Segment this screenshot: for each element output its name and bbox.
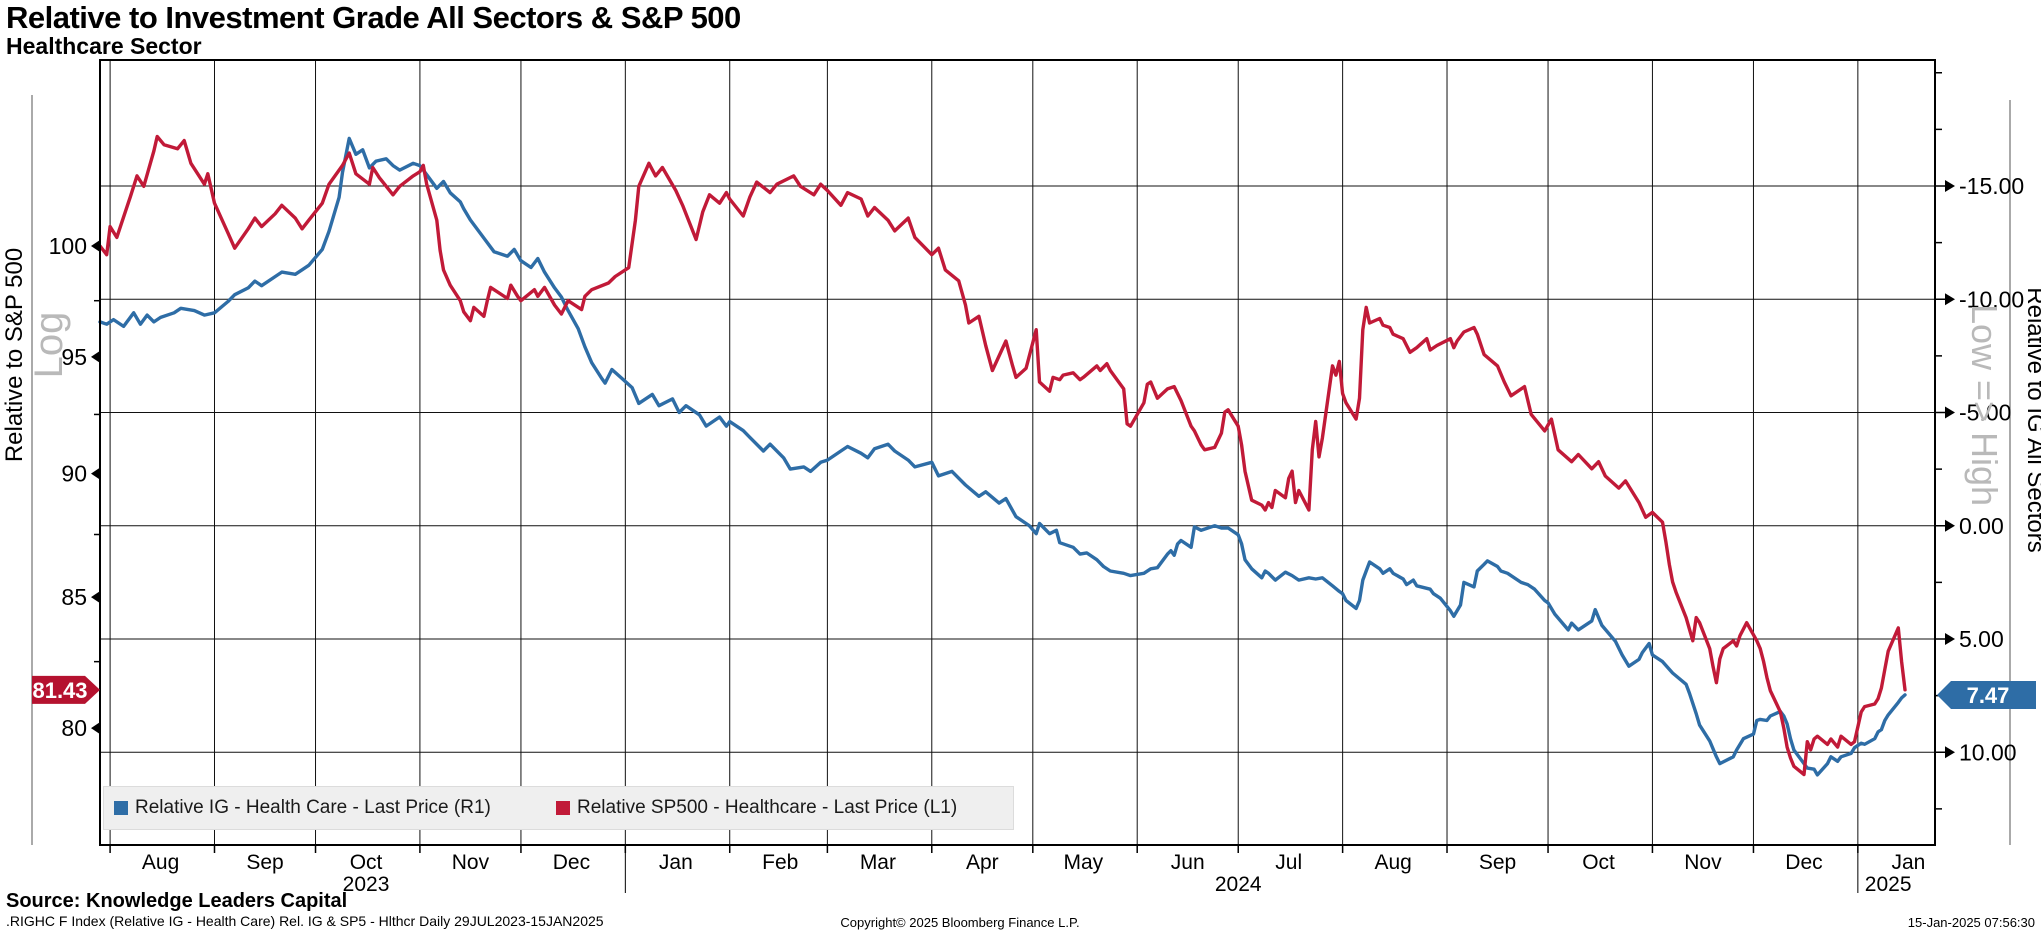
right-axis-tick-label: -5.00 bbox=[1959, 400, 2011, 426]
left-last-price-value: 81.43 bbox=[32, 678, 87, 703]
log-scale-watermark: Log bbox=[27, 312, 71, 379]
month-label: Mar bbox=[860, 851, 896, 874]
right-tick-arrow bbox=[1945, 633, 1955, 645]
left-axis-tick-label: 100 bbox=[49, 233, 87, 259]
chart-legend: Relative IG - Health Care - Last Price (… bbox=[103, 786, 1014, 830]
month-label: Oct bbox=[1582, 851, 1615, 874]
legend-swatch bbox=[114, 801, 128, 815]
legend-swatch bbox=[556, 801, 570, 815]
month-label: Jan bbox=[659, 851, 693, 874]
month-label: May bbox=[1063, 851, 1103, 874]
legend-item: Relative SP500 - Healthcare - Last Price… bbox=[556, 787, 957, 829]
index-description-line: .RIGHC F Index (Relative IG - Health Car… bbox=[6, 913, 604, 929]
blue-series-line bbox=[98, 136, 1907, 777]
month-label: Feb bbox=[762, 851, 798, 874]
copyright-line: Copyright© 2025 Bloomberg Finance L.P. bbox=[840, 915, 1080, 930]
month-label: Dec bbox=[1785, 851, 1822, 874]
month-label: Nov bbox=[1684, 851, 1722, 874]
low-high-watermark: Low => High bbox=[1964, 304, 2005, 506]
month-label: Oct bbox=[350, 851, 383, 874]
year-label: 2023 bbox=[343, 873, 390, 896]
right-tick-arrow bbox=[1945, 406, 1955, 419]
year-label: 2025 bbox=[1865, 873, 1912, 896]
right-tick-arrow bbox=[1945, 746, 1955, 759]
right-axis-tick-label: 5.00 bbox=[1959, 626, 2004, 652]
right-axis-tick-label: -15.00 bbox=[1959, 173, 2024, 199]
left-axis-tick-label: 90 bbox=[61, 461, 87, 487]
right-axis-title: Relative to IG All Sectors bbox=[2022, 287, 2041, 552]
page-subtitle: Healthcare Sector bbox=[6, 33, 202, 59]
left-tick-arrow bbox=[91, 591, 100, 604]
month-label: Aug bbox=[142, 851, 179, 874]
left-axis-title: Relative to S&P 500 bbox=[1, 248, 28, 462]
left-axis-tick-label: 95 bbox=[61, 344, 87, 370]
month-label: Sep bbox=[246, 851, 283, 874]
right-axis: -15.00 -10.00 -5.00 0.00 5.00 10.00 bbox=[1935, 72, 2024, 810]
legend-label: Relative IG - Health Care - Last Price (… bbox=[135, 797, 491, 818]
left-tick-arrow bbox=[91, 722, 100, 735]
year-label: 2024 bbox=[1215, 873, 1262, 896]
right-last-price-tag bbox=[1937, 680, 2036, 709]
right-axis-tick-label: -10.00 bbox=[1959, 286, 2024, 312]
right-axis-tick-label: 0.00 bbox=[1959, 513, 2004, 539]
month-label: Aug bbox=[1374, 851, 1411, 874]
month-label: Jul bbox=[1275, 851, 1302, 874]
left-tick-arrow bbox=[91, 240, 100, 252]
left-last-price-tag bbox=[32, 675, 100, 704]
legend-label: Relative SP500 - Healthcare - Last Price… bbox=[577, 797, 958, 818]
month-label: Jun bbox=[1171, 851, 1205, 874]
right-tick-arrow bbox=[1945, 519, 1955, 532]
left-axis-tick-label: 85 bbox=[61, 584, 87, 610]
right-tick-arrow bbox=[1945, 180, 1955, 192]
left-axis-tick-label: 80 bbox=[61, 715, 87, 741]
page-title: Relative to Investment Grade All Sectors… bbox=[6, 0, 741, 35]
month-label: Jan bbox=[1891, 851, 1925, 874]
right-last-price-value: 7.47 bbox=[1967, 683, 2010, 708]
timestamp: 15-Jan-2025 07:56:30 bbox=[1907, 915, 2035, 930]
red-series-line bbox=[98, 134, 1907, 777]
left-tick-arrow bbox=[91, 467, 100, 480]
month-label: Sep bbox=[1479, 851, 1516, 874]
month-label: Dec bbox=[553, 851, 590, 874]
left-axis: 100 95 90 85 80 bbox=[49, 233, 100, 741]
legend-item: Relative IG - Health Care - Last Price (… bbox=[114, 787, 491, 829]
month-label: Apr bbox=[966, 851, 999, 874]
plot-border bbox=[99, 59, 1936, 846]
right-tick-arrow bbox=[1945, 293, 1955, 306]
source-line: Source: Knowledge Leaders Capital bbox=[6, 890, 348, 912]
right-axis-tick-label: 10.00 bbox=[1959, 739, 2017, 765]
left-tick-arrow bbox=[91, 350, 100, 363]
month-label: Nov bbox=[452, 851, 490, 874]
bottom-axis: Aug Sep Oct Nov Dec Jan Feb Mar Apr May Jun Jul Aug S… bbox=[109, 845, 1925, 896]
grid-lines bbox=[100, 60, 1935, 845]
